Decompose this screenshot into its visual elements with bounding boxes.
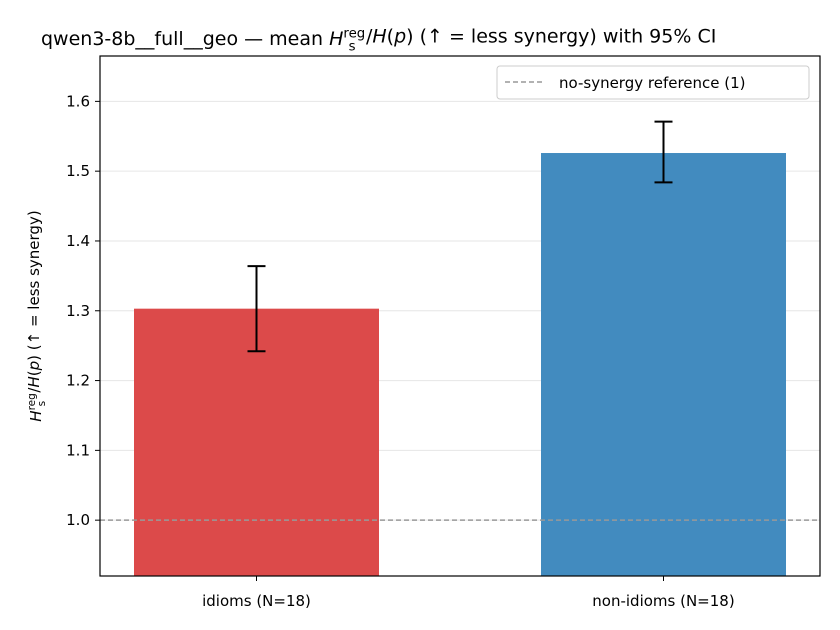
tick-layer: 1.0 1.1 1.2 1.3 1.4 1.5 1.6 idioms (N=18) non-id…	[66, 92, 735, 610]
y-axis-label: Hregs/H(p) (↑ = less synergy)	[25, 210, 48, 421]
legend-reference-label: no-synergy reference (1)	[559, 74, 746, 92]
legend: no-synergy reference (1)	[496, 65, 810, 100]
bar-1	[541, 153, 786, 576]
x-tick-label: idioms (N=18)	[202, 592, 311, 610]
y-tick-label: 1.1	[66, 441, 90, 459]
y-tick-label: 1.3	[66, 302, 90, 320]
y-tick-label: 1.2	[66, 372, 90, 390]
bar-layer	[134, 153, 786, 576]
y-tick-label: 1.4	[66, 232, 90, 250]
legend-box	[496, 65, 810, 100]
y-tick-label: 1.0	[66, 511, 90, 529]
y-tick-label: 1.5	[66, 162, 90, 180]
chart-title: qwen3-8b__full__geo — mean Hreg s/H(p) (↑…	[41, 26, 716, 55]
errorbar-layer	[247, 120, 673, 353]
plot-frame	[99, 55, 821, 577]
y-tick-label: 1.6	[66, 92, 90, 110]
x-tick-label: non-idioms (N=18)	[592, 592, 734, 610]
bar-0	[134, 308, 379, 576]
